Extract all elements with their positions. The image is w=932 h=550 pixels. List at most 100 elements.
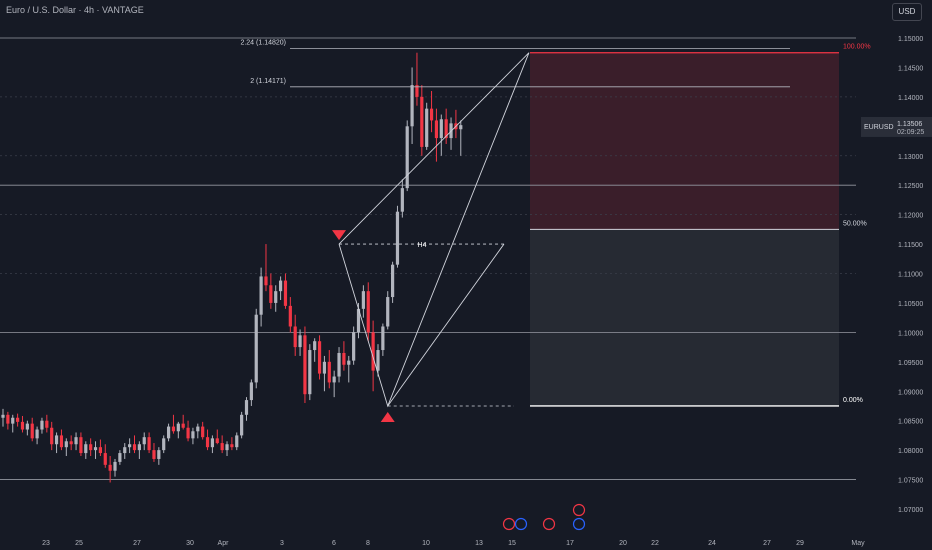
y-tick-label: 1.14000 [898,95,923,102]
y-tick-label: 1.08000 [898,448,923,455]
candle-body [386,297,390,327]
candle-body [181,423,185,428]
candle-body [240,414,244,436]
event-icon [572,517,586,531]
y-tick-label: 1.09000 [898,389,923,396]
sell-marker [332,230,347,241]
y-tick-label: 1.11000 [898,272,923,279]
candle-body [439,119,443,139]
candle-body [356,308,361,333]
candle-body [215,438,219,444]
candle-body [342,352,346,365]
event-icon [502,517,516,531]
candle-body [40,420,44,430]
candle-body [225,444,229,451]
y-tick-label: 1.07000 [898,507,923,514]
price-symbol: EURUSD [864,124,894,131]
candle-body [171,426,176,432]
candle-body [405,126,409,189]
candle-body [444,119,448,139]
candle-body [30,423,34,439]
candle-body [113,461,117,471]
candle-body [118,453,122,462]
y-tick-label: 1.11500 [898,242,923,249]
candle-body [347,360,351,365]
x-tick-label: 20 [619,540,627,547]
candle-body [371,332,375,371]
pattern-triangle [338,52,530,408]
candle-body [274,291,278,303]
candle-body [128,444,132,448]
candle-body [220,443,224,451]
candle-body [142,437,146,445]
candle-body [269,285,273,303]
candle-body [108,464,112,471]
candle-body [89,444,93,451]
candle-body [35,429,39,439]
candle-body [303,335,307,395]
y-tick-label: 1.10000 [898,330,923,337]
candle-body [93,447,98,451]
candle-body [25,423,29,430]
candle-body [152,450,156,459]
candle-body [201,426,205,438]
candle-body [293,326,297,348]
x-tick-label: 29 [796,540,804,547]
candle-body [425,108,429,147]
y-tick-label: 1.07500 [898,478,923,485]
x-tick-label: May [851,540,865,547]
candle-body [103,453,107,465]
x-tick-label: Apr [218,540,230,547]
candle-body [420,96,424,147]
candle-body [74,437,78,445]
candle-body [259,276,263,315]
candle-body [400,188,404,212]
candle-body [317,341,322,374]
x-tick-label: 15 [508,540,516,547]
x-tick-label: 30 [186,540,194,547]
price-value: 1.13506 [897,121,922,128]
candle-body [278,280,283,292]
candle-body [308,350,312,395]
candle-body [327,361,331,383]
candle-body [391,264,395,298]
candle-body [429,108,434,121]
candle-body [249,382,253,401]
candle-body [264,276,268,286]
position-label-top: 100.00% [843,44,871,51]
x-tick-label: 27 [763,540,771,547]
buy-marker [380,411,395,422]
candle-body [434,120,439,139]
candle-body [45,420,49,428]
candle-body [64,441,68,448]
candle-body [352,332,356,361]
candle-body [191,431,195,439]
x-tick-label: 6 [332,540,336,547]
y-tick-label: 1.15000 [898,36,923,43]
candle-body [6,414,10,424]
candle-body [205,437,210,448]
price-label-box [861,116,932,137]
y-tick-label: 1.13000 [898,154,923,161]
candle-body [132,444,137,451]
candle-body [186,427,190,439]
x-tick-label: 17 [566,540,574,547]
candle-body [69,441,73,445]
x-tick-label: 8 [366,540,370,547]
x-tick-label: 27 [133,540,141,547]
candle-body [298,335,302,348]
x-tick-label: 24 [708,540,716,547]
y-tick-label: 1.09500 [898,360,923,367]
candle-body [79,437,83,454]
currency-button[interactable]: USD [892,3,922,21]
candle-body [313,341,317,351]
y-tick-label: 1.08500 [898,419,923,426]
fib-extension-label: 2.24 (1.14820) [240,40,286,47]
candle-body [254,314,258,383]
candle-body [395,211,400,265]
candle-body [376,350,380,371]
candle-body [322,361,327,374]
y-tick-label: 1.12000 [898,213,923,220]
candle-body [20,421,25,430]
